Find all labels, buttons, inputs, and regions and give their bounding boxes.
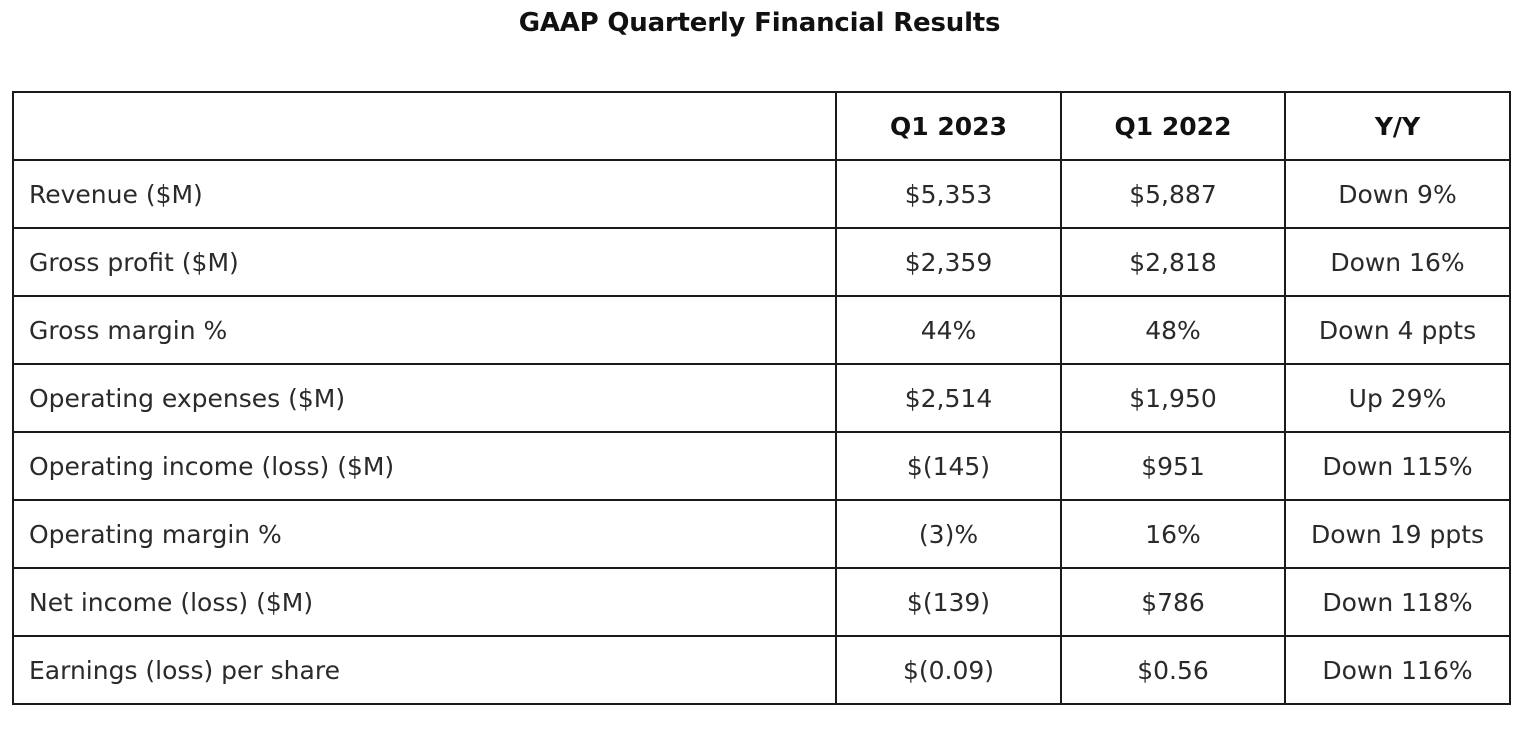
cell-yy: Down 4 ppts (1284, 295, 1511, 365)
cell-q1-2023: $(145) (835, 431, 1062, 501)
cell-yy: Down 9% (1284, 159, 1511, 229)
page-title: GAAP Quarterly Financial Results (518, 8, 1001, 38)
row-label: Earnings (loss) per share (12, 635, 837, 705)
row-label: Operating expenses ($M) (12, 363, 837, 433)
table-row: Operating expenses ($M) $2,514 $1,950 Up… (12, 363, 1511, 433)
cell-q1-2022: 16% (1060, 499, 1286, 569)
cell-q1-2022: $0.56 (1060, 635, 1286, 705)
cell-q1-2022: $2,818 (1060, 227, 1286, 297)
cell-yy: Down 116% (1284, 635, 1511, 705)
cell-q1-2022: $1,950 (1060, 363, 1286, 433)
cell-q1-2023: $2,514 (835, 363, 1062, 433)
table-row: Gross profit ($M) $2,359 $2,818 Down 16% (12, 227, 1511, 297)
cell-yy: Down 118% (1284, 567, 1511, 637)
cell-yy: Down 19 ppts (1284, 499, 1511, 569)
table-row: Gross margin % 44% 48% Down 4 ppts (12, 295, 1511, 365)
header-cell-q1-2022: Q1 2022 (1060, 91, 1286, 161)
table-row: Operating margin % (3)% 16% Down 19 ppts (12, 499, 1511, 569)
cell-q1-2023: $2,359 (835, 227, 1062, 297)
row-label: Revenue ($M) (12, 159, 837, 229)
row-label: Operating income (loss) ($M) (12, 431, 837, 501)
cell-yy: Down 115% (1284, 431, 1511, 501)
table-row: Operating income (loss) ($M) $(145) $951… (12, 431, 1511, 501)
cell-q1-2023: 44% (835, 295, 1062, 365)
header-cell-q1-2023: Q1 2023 (835, 91, 1062, 161)
cell-q1-2022: $786 (1060, 567, 1286, 637)
header-cell-label (12, 91, 837, 161)
row-label: Gross profit ($M) (12, 227, 837, 297)
cell-yy: Down 16% (1284, 227, 1511, 297)
financial-results-table: Q1 2023 Q1 2022 Y/Y Revenue ($M) $5,353 … (12, 91, 1511, 705)
table-row: Earnings (loss) per share $(0.09) $0.56 … (12, 635, 1511, 705)
table-row: Revenue ($M) $5,353 $5,887 Down 9% (12, 159, 1511, 229)
cell-q1-2023: $5,353 (835, 159, 1062, 229)
cell-q1-2022: $5,887 (1060, 159, 1286, 229)
row-label: Operating margin % (12, 499, 837, 569)
cell-yy: Up 29% (1284, 363, 1511, 433)
table-row: Net income (loss) ($M) $(139) $786 Down … (12, 567, 1511, 637)
cell-q1-2022: 48% (1060, 295, 1286, 365)
cell-q1-2023: $(139) (835, 567, 1062, 637)
row-label: Gross margin % (12, 295, 837, 365)
header-cell-yy: Y/Y (1284, 91, 1511, 161)
cell-q1-2022: $951 (1060, 431, 1286, 501)
cell-q1-2023: $(0.09) (835, 635, 1062, 705)
cell-q1-2023: (3)% (835, 499, 1062, 569)
table-header-row: Q1 2023 Q1 2022 Y/Y (12, 91, 1511, 161)
row-label: Net income (loss) ($M) (12, 567, 837, 637)
